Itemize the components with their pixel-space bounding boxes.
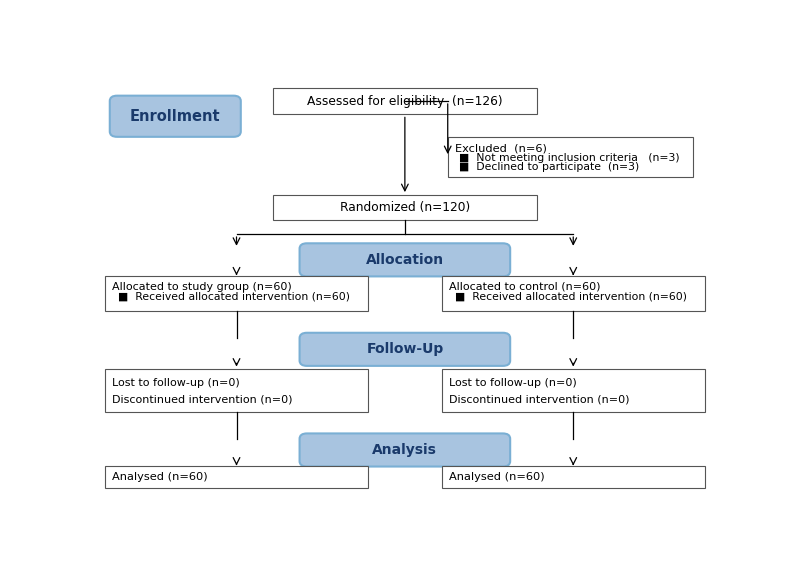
FancyBboxPatch shape	[105, 370, 368, 412]
FancyBboxPatch shape	[273, 195, 536, 220]
Text: Discontinued intervention (n=0): Discontinued intervention (n=0)	[449, 394, 630, 404]
Text: Analysis: Analysis	[372, 443, 438, 457]
Text: Analysed (n=60): Analysed (n=60)	[112, 472, 208, 482]
FancyBboxPatch shape	[105, 275, 368, 311]
FancyBboxPatch shape	[442, 370, 705, 412]
Text: Discontinued intervention (n=0): Discontinued intervention (n=0)	[112, 394, 293, 404]
Text: Allocation: Allocation	[366, 253, 444, 267]
Text: ■  Not meeting inclusion criteria   (n=3): ■ Not meeting inclusion criteria (n=3)	[459, 153, 679, 163]
FancyBboxPatch shape	[105, 465, 368, 488]
Text: Randomized (n=120): Randomized (n=120)	[340, 201, 470, 214]
Text: ■  Received allocated intervention (n=60): ■ Received allocated intervention (n=60)	[455, 292, 687, 302]
Text: Allocated to control (n=60): Allocated to control (n=60)	[449, 282, 600, 292]
FancyBboxPatch shape	[110, 96, 241, 137]
Text: Enrollment: Enrollment	[130, 109, 220, 124]
Text: Analysed (n=60): Analysed (n=60)	[449, 472, 544, 482]
Text: Excluded  (n=6): Excluded (n=6)	[455, 144, 547, 154]
FancyBboxPatch shape	[299, 433, 510, 467]
Text: Allocated to study group (n=60): Allocated to study group (n=60)	[112, 282, 292, 292]
Text: Assessed for eligibility  (n=126): Assessed for eligibility (n=126)	[307, 95, 502, 107]
FancyBboxPatch shape	[299, 243, 510, 277]
Text: Follow-Up: Follow-Up	[367, 342, 443, 356]
FancyBboxPatch shape	[448, 137, 693, 177]
FancyBboxPatch shape	[442, 465, 705, 488]
Text: Lost to follow-up (n=0): Lost to follow-up (n=0)	[112, 378, 240, 388]
Text: ■  Declined to participate  (n=3): ■ Declined to participate (n=3)	[459, 162, 639, 172]
Text: ■  Received allocated intervention (n=60): ■ Received allocated intervention (n=60)	[118, 292, 350, 302]
FancyBboxPatch shape	[442, 275, 705, 311]
Text: Lost to follow-up (n=0): Lost to follow-up (n=0)	[449, 378, 577, 388]
FancyBboxPatch shape	[273, 88, 536, 114]
FancyBboxPatch shape	[299, 333, 510, 366]
